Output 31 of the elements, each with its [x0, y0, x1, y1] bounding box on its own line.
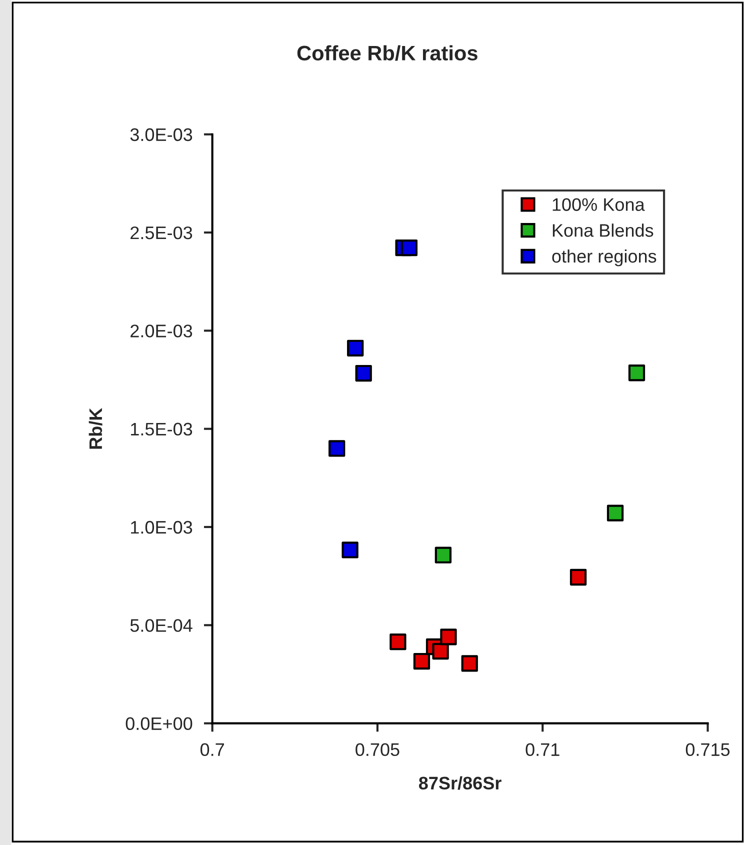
y-tick-label: 1.0E-03 [131, 520, 192, 534]
x-tick-label: 0.705 [356, 743, 400, 756]
point [570, 568, 587, 586]
point [390, 634, 406, 650]
y-tick-label: 0.0E+00 [126, 717, 192, 730]
y-tick-label: 2.0E-03 [130, 324, 192, 338]
point [328, 440, 346, 457]
x-tick-label: 0.71 [526, 743, 560, 756]
point [461, 655, 478, 672]
y-tick-label: 3.0E-03 [130, 128, 192, 142]
point [434, 546, 452, 564]
point [355, 364, 372, 382]
legend-label: other regions [552, 249, 656, 266]
point [342, 542, 358, 558]
chart-title: Coffee Rb/K ratios [297, 45, 478, 61]
point [440, 628, 457, 646]
x-axis-title: 87Sr/86Sr [418, 776, 502, 790]
x-tick-label: 0.7 [200, 743, 224, 756]
point [347, 340, 364, 356]
point [432, 642, 449, 660]
legend-label: Kona Blends [552, 224, 654, 237]
y-tick-label: 5.0E-04 [130, 619, 192, 632]
point [413, 652, 430, 670]
point [628, 364, 646, 382]
y-tick-label: 2.5E-03 [130, 226, 192, 240]
y-axis-title: Rb/K [88, 408, 102, 449]
y-tick-label: 1.5E-03 [131, 422, 192, 436]
point [606, 504, 624, 522]
legend-label: 100% Kona [552, 198, 645, 211]
point [400, 240, 418, 256]
x-tick-label: 0.715 [686, 743, 730, 756]
